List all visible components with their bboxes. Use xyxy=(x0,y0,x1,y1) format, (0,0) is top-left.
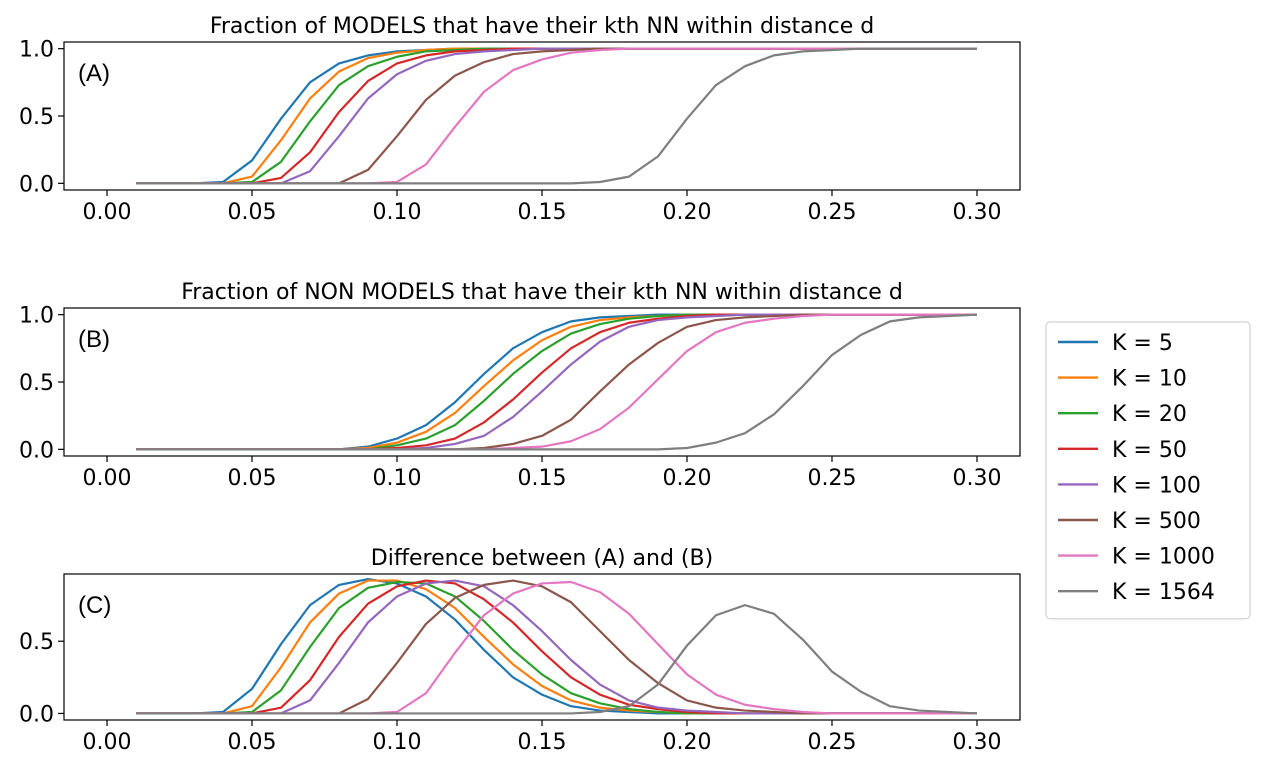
x-tick-label: 0.25 xyxy=(807,200,856,225)
legend-label: K = 100 xyxy=(1112,473,1201,498)
chart-title: Fraction of MODELS that have their kth N… xyxy=(210,14,874,39)
panel-label: (A) xyxy=(78,60,110,87)
series-line-k5 xyxy=(136,313,977,451)
legend-label: K = 50 xyxy=(1112,438,1187,463)
chart-panel-b: Fraction of NON MODELS that have their k… xyxy=(19,280,1021,491)
legend-item: K = 100 xyxy=(1058,473,1201,498)
x-tick-label: 0.05 xyxy=(228,466,277,491)
chart-title: Fraction of NON MODELS that have their k… xyxy=(181,280,903,305)
x-tick-label: 0.10 xyxy=(373,466,422,491)
x-tick-label: 0.05 xyxy=(228,200,277,225)
plot-frame xyxy=(63,573,1021,721)
y-tick-label: 0.0 xyxy=(19,172,54,197)
x-tick-label: 0.05 xyxy=(228,730,277,755)
x-tick-label: 0.20 xyxy=(663,200,712,225)
y-tick-label: 0.0 xyxy=(19,438,54,463)
legend-item: K = 1000 xyxy=(1058,545,1215,570)
x-tick-label: 0.25 xyxy=(807,730,856,755)
legend-item: K = 50 xyxy=(1058,438,1187,463)
panels: Fraction of MODELS that have their kth N… xyxy=(19,14,1021,755)
legend-label: K = 1000 xyxy=(1112,545,1215,570)
series-group xyxy=(136,313,978,451)
x-tick-label: 0.15 xyxy=(518,730,567,755)
x-tick-label: 0.10 xyxy=(373,730,422,755)
legend-item: K = 10 xyxy=(1058,367,1187,392)
x-tick-label: 0.30 xyxy=(952,466,1001,491)
x-tick-label: 0.00 xyxy=(83,730,132,755)
chart-title: Difference between (A) and (B) xyxy=(371,546,713,571)
x-tick-label: 0.30 xyxy=(952,200,1001,225)
panel-label: (B) xyxy=(78,326,110,353)
legend-label: K = 1564 xyxy=(1112,580,1215,605)
legend-item: K = 20 xyxy=(1058,402,1187,427)
y-tick-label: 0.5 xyxy=(19,630,54,655)
x-tick-label: 0.00 xyxy=(83,466,132,491)
y-tick-label: 0.5 xyxy=(19,105,54,130)
x-tick-label: 0.10 xyxy=(373,200,422,225)
legend-label: K = 500 xyxy=(1112,509,1201,534)
x-tick-label: 0.20 xyxy=(663,466,712,491)
legend-label: K = 10 xyxy=(1112,367,1187,392)
legend-item: K = 500 xyxy=(1058,509,1201,534)
series-line-k500 xyxy=(136,313,977,451)
chart-panel-a: Fraction of MODELS that have their kth N… xyxy=(19,14,1021,225)
series-group xyxy=(136,578,978,715)
x-tick-label: 0.15 xyxy=(518,466,567,491)
legend-box xyxy=(1045,321,1251,620)
plot-frame xyxy=(63,307,1021,457)
legend-label: K = 5 xyxy=(1112,331,1173,356)
series-line-k20 xyxy=(136,313,977,451)
legend-label: K = 20 xyxy=(1112,402,1187,427)
chart-panel-c: Difference between (A) and (B) 0.00 0.05 0.… xyxy=(19,546,1021,755)
series-line-k1000 xyxy=(136,313,977,451)
series-line-k10 xyxy=(136,47,977,185)
y-tick-label: 1.0 xyxy=(19,38,54,63)
x-tick-label: 0.20 xyxy=(663,730,712,755)
panel-label: (C) xyxy=(78,592,111,619)
x-tick-label: 0.00 xyxy=(83,200,132,225)
series-line-k1564 xyxy=(136,313,978,451)
series-line-k1564 xyxy=(136,47,977,185)
y-tick-label: 0.0 xyxy=(19,702,54,727)
y-tick-label: 1.0 xyxy=(19,304,54,329)
series-line-k50 xyxy=(136,313,977,451)
x-tick-label: 0.15 xyxy=(518,200,567,225)
y-tick-label: 0.5 xyxy=(19,371,54,396)
series-line-k100 xyxy=(136,313,977,451)
legend-item: K = 1564 xyxy=(1058,580,1215,605)
series-line-k1564 xyxy=(136,604,978,715)
x-tick-label: 0.25 xyxy=(807,466,856,491)
legend: K = 5 K = 10 K = 20 K = 50 K = 100 K = 500 K =… xyxy=(1045,321,1251,620)
legend-item: K = 5 xyxy=(1058,331,1173,356)
series-line-k10 xyxy=(136,313,977,451)
plot-frame xyxy=(63,41,1021,191)
x-tick-label: 0.30 xyxy=(952,730,1001,755)
series-group xyxy=(136,47,977,185)
